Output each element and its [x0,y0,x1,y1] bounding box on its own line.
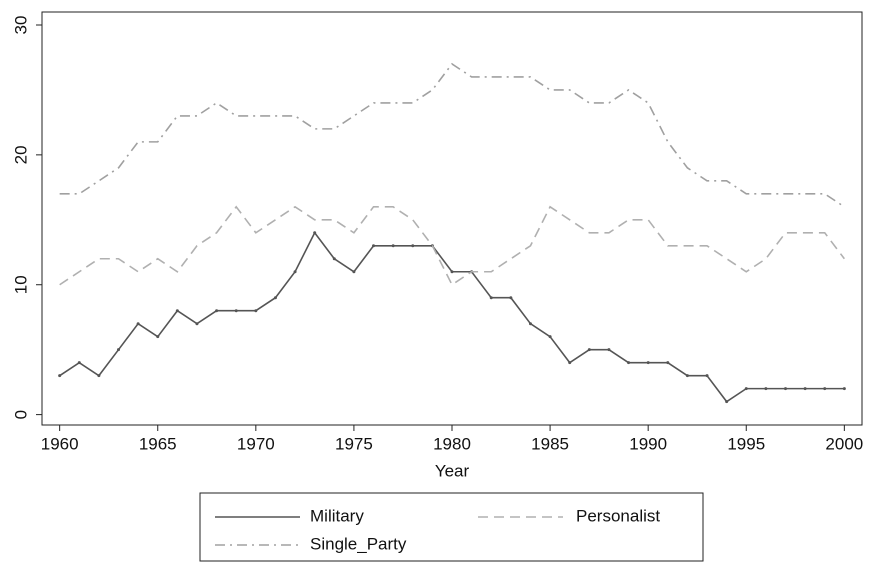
point-marker [411,244,415,248]
x-tick-label: 1980 [433,434,471,453]
legend-box [199,492,704,562]
point-marker [215,309,219,313]
point-marker [273,296,277,300]
point-marker [764,387,768,391]
point-marker [627,361,631,365]
y-tick-label: 30 [11,16,30,35]
y-tick-label: 10 [11,275,30,294]
point-marker [548,335,552,339]
x-axis-label: Year [435,461,470,480]
point-marker [783,387,787,391]
point-marker [587,348,591,352]
point-marker [705,374,709,378]
legend-label: Single_Party [310,534,407,553]
point-marker [607,348,611,352]
legend-label: Military [310,506,364,525]
plot-frame [41,11,863,426]
point-marker [175,309,179,313]
point-marker [234,309,238,313]
x-tick-label: 1990 [629,434,667,453]
point-marker [117,348,121,352]
x-tick-label: 1960 [41,434,79,453]
point-marker [352,270,356,274]
point-marker [313,231,317,235]
point-marker [528,322,532,326]
x-tick-label: 1995 [727,434,765,453]
point-marker [195,322,199,326]
point-marker [136,322,140,326]
point-marker [97,374,101,378]
point-marker [509,296,513,300]
point-marker [646,361,650,365]
point-marker [372,244,376,248]
point-marker [803,387,807,391]
y-tick-label: 20 [11,145,30,164]
point-marker [823,387,827,391]
x-tick-label: 1970 [237,434,275,453]
series-line [59,62,845,208]
series-line [59,231,845,403]
point-marker [568,361,572,365]
point-marker [332,257,336,261]
point-marker [58,374,62,378]
point-marker [450,270,454,274]
point-marker [391,244,395,248]
point-marker [293,270,297,274]
point-marker [489,296,493,300]
point-marker [842,387,846,391]
point-marker [685,374,689,378]
point-marker [744,387,748,391]
x-tick-label: 1965 [139,434,177,453]
point-marker [254,309,258,313]
x-tick-label: 2000 [825,434,863,453]
point-marker [666,361,670,365]
x-tick-label: 1985 [531,434,569,453]
x-tick-label: 1975 [335,434,373,453]
point-marker [77,361,81,365]
legend-label: Personalist [576,506,660,525]
point-marker [725,400,729,404]
point-marker [156,335,160,339]
y-tick-label: 0 [11,410,30,419]
